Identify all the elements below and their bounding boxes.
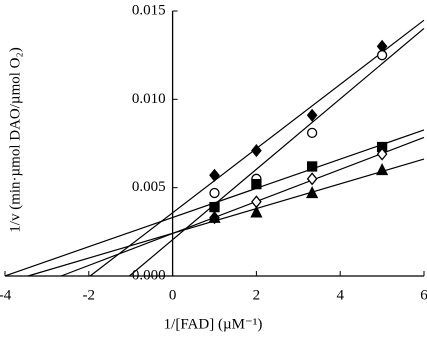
point [209,201,220,213]
x-tick-label: -2 [83,287,96,303]
x-tick-label: 4 [336,287,344,303]
y-tick-label: 0.000 [132,267,166,283]
y-axis-label: 1/v (min·µmol DAO/µmol O₂) [7,47,23,232]
x-axis-label: 1/[FAD] (µM⁻¹) [164,316,263,332]
point [209,187,220,199]
point [376,50,388,61]
trendline [129,27,425,277]
y-tick-label: 0.010 [132,91,166,107]
point [306,127,318,139]
x-tick-label: 6 [420,287,427,303]
x-tick-label: -4 [0,287,12,303]
trendline [60,136,425,277]
point [306,161,318,172]
point [251,178,262,190]
x-tick-label: 2 [253,287,261,303]
point [306,186,319,199]
y-tick-label: 0.015 [132,2,166,18]
x-tick-label: 0 [169,287,177,303]
point [251,144,262,158]
point [209,168,220,182]
point [306,172,318,186]
point [306,108,318,122]
point [250,205,263,218]
point [208,210,221,223]
point [376,147,388,161]
point [376,163,389,176]
trendline [27,158,425,277]
y-tick-label: 0.005 [132,179,166,195]
